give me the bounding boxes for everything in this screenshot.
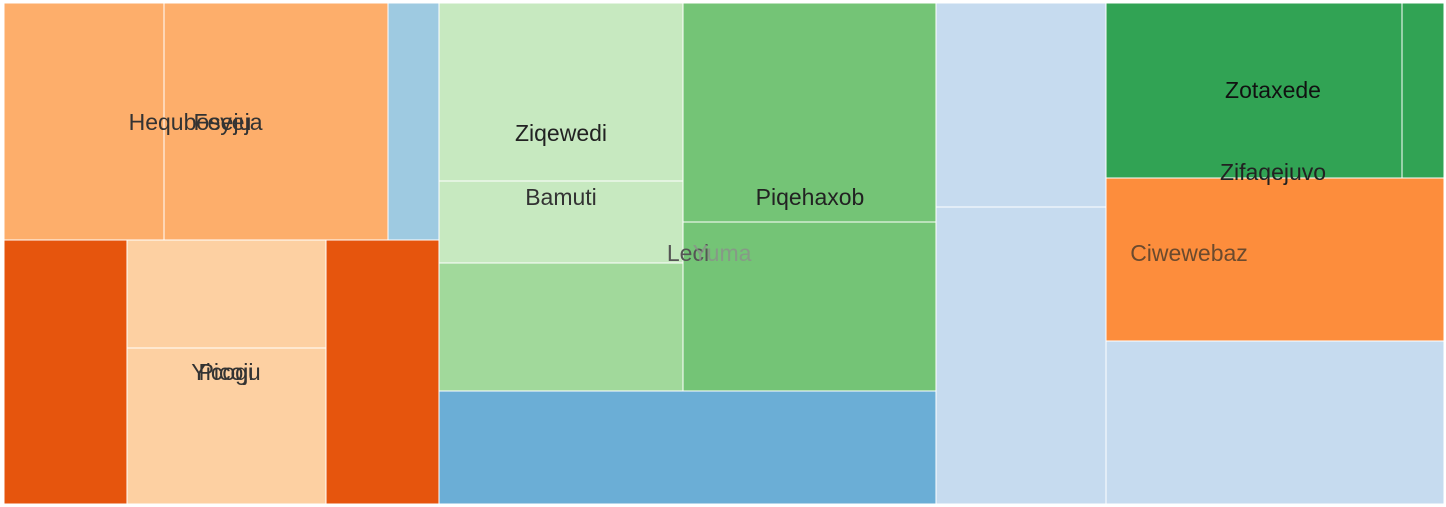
treemap-tile-t4 — [3, 239, 128, 505]
tile-label-yicogu: Yicogu — [191, 359, 260, 385]
treemap-tile-t7 — [325, 239, 440, 505]
treemap-tile-ziqewedi — [438, 2, 684, 182]
treemap-tile-hequboseju — [3, 2, 165, 241]
treemap-tile-t3 — [387, 2, 440, 241]
treemap-tile-ciwewebaz — [1105, 177, 1445, 342]
tile-label-feyeja: Feyeja — [193, 109, 262, 135]
treemap-tile-t15 — [935, 206, 1107, 505]
group-label-zifaqejuvo: Zifaqejuvo — [1220, 159, 1326, 185]
treemap-tile-t12 — [682, 221, 937, 392]
tile-label-picoji: Picoji — [199, 359, 254, 385]
tile-label-bamuti: Bamuti — [525, 184, 597, 210]
treemap-tile-picoji — [126, 347, 327, 505]
tile-label-zotaxede: Zotaxede — [1225, 77, 1321, 103]
treemap-tile-t13 — [438, 390, 937, 505]
treemap-tile-t17 — [1401, 2, 1445, 179]
treemap-tile-t19 — [1105, 340, 1445, 505]
treemap-tile-t14 — [935, 2, 1107, 208]
treemap-tile-piqehaxob — [682, 2, 937, 223]
treemap-tile-yicogu — [126, 239, 327, 349]
tile-label-hequboseju: Hequboseju — [129, 109, 252, 135]
group-label-yuma: Yuma — [693, 240, 752, 266]
treemap-tiles — [3, 2, 1445, 505]
treemap-tile-feyeja — [163, 2, 389, 241]
tile-label-ciwewebaz: Ciwewebaz — [1130, 240, 1248, 266]
tile-label-piqehaxob: Piqehaxob — [756, 184, 865, 210]
group-label-leci: Leci — [667, 240, 709, 266]
treemap-tile-zotaxede — [1105, 2, 1403, 179]
treemap-tile-t11 — [438, 262, 684, 392]
tile-label-ziqewedi: Ziqewedi — [515, 120, 607, 146]
